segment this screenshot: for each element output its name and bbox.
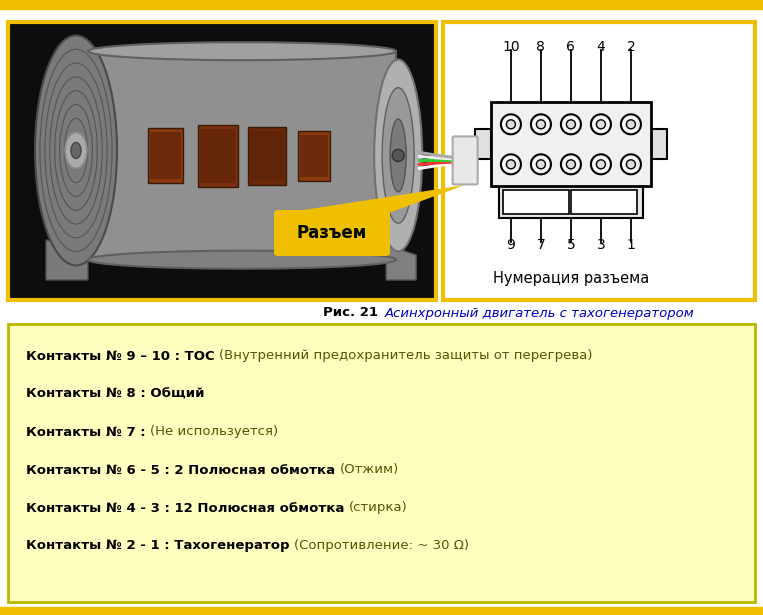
Circle shape <box>597 120 605 129</box>
FancyBboxPatch shape <box>452 137 478 184</box>
Circle shape <box>561 154 581 174</box>
Circle shape <box>597 160 605 169</box>
Bar <box>200 129 236 183</box>
Text: Асинхронный двигатель с тахогенератором: Асинхронный двигатель с тахогенератором <box>385 306 695 320</box>
Circle shape <box>566 120 575 129</box>
Bar <box>491 102 651 186</box>
Text: Контакты № 9 – 10 : ТОС: Контакты № 9 – 10 : ТОС <box>26 349 219 362</box>
Bar <box>69 148 83 164</box>
Circle shape <box>531 114 551 134</box>
Text: 6: 6 <box>566 40 575 54</box>
Bar <box>503 190 569 214</box>
Circle shape <box>507 160 516 169</box>
Ellipse shape <box>35 36 117 266</box>
Bar <box>300 135 328 178</box>
Circle shape <box>591 154 611 174</box>
Polygon shape <box>278 185 465 214</box>
Ellipse shape <box>374 60 422 252</box>
Text: Контакты № 2 - 1 : Тахогенератор: Контакты № 2 - 1 : Тахогенератор <box>26 539 294 552</box>
Text: (Не используется): (Не используется) <box>150 426 278 438</box>
Circle shape <box>626 120 636 129</box>
Text: Контакты № 6 - 5 : 2 Полюсная обмотка: Контакты № 6 - 5 : 2 Полюсная обмотка <box>26 464 340 477</box>
Bar <box>651 129 667 159</box>
Circle shape <box>591 114 611 134</box>
FancyBboxPatch shape <box>8 324 755 602</box>
Circle shape <box>501 114 521 134</box>
Bar <box>250 132 284 181</box>
Circle shape <box>536 120 546 129</box>
Text: 10: 10 <box>502 40 520 54</box>
Circle shape <box>621 154 641 174</box>
Text: Контакты № 7 :: Контакты № 7 : <box>26 426 150 438</box>
Bar <box>88 51 396 260</box>
Bar <box>0 607 763 615</box>
Circle shape <box>501 154 521 174</box>
Text: Разъем: Разъем <box>297 224 367 242</box>
Bar <box>8 22 436 300</box>
Ellipse shape <box>382 88 414 223</box>
Bar <box>248 127 286 186</box>
Ellipse shape <box>88 251 396 269</box>
Circle shape <box>561 114 581 134</box>
Circle shape <box>507 120 516 129</box>
Circle shape <box>531 154 551 174</box>
Text: Контакты № 8 : Общий: Контакты № 8 : Общий <box>26 387 204 400</box>
Text: Контакты № 4 - 3 : 12 Полюсная обмотка: Контакты № 4 - 3 : 12 Полюсная обмотка <box>26 501 349 515</box>
FancyBboxPatch shape <box>274 210 390 256</box>
Polygon shape <box>46 240 88 280</box>
Bar <box>571 190 637 214</box>
Text: 2: 2 <box>626 40 636 54</box>
Text: Рис. 21: Рис. 21 <box>324 306 383 320</box>
Bar <box>443 22 755 300</box>
Bar <box>150 132 181 180</box>
Bar <box>499 186 643 218</box>
Circle shape <box>626 160 636 169</box>
Text: 9: 9 <box>507 238 515 252</box>
Ellipse shape <box>71 143 81 159</box>
Ellipse shape <box>88 42 396 60</box>
Polygon shape <box>386 245 416 280</box>
Text: (Внутренний предохранитель защиты от перегрева): (Внутренний предохранитель защиты от пер… <box>219 349 593 362</box>
Circle shape <box>566 160 575 169</box>
Text: 7: 7 <box>536 238 546 252</box>
Circle shape <box>536 160 546 169</box>
Circle shape <box>621 114 641 134</box>
Ellipse shape <box>390 119 406 192</box>
Text: 3: 3 <box>597 238 605 252</box>
Bar <box>148 129 183 183</box>
Text: (Сопротивление: ~ 30 Ω): (Сопротивление: ~ 30 Ω) <box>294 539 469 552</box>
Text: 5: 5 <box>567 238 575 252</box>
Text: (стирка): (стирка) <box>349 501 407 515</box>
Ellipse shape <box>65 132 87 169</box>
Bar <box>298 132 330 181</box>
Text: 1: 1 <box>626 238 636 252</box>
Text: 4: 4 <box>597 40 605 54</box>
Bar <box>475 129 491 159</box>
Text: Нумерация разъема: Нумерация разъема <box>493 271 649 285</box>
Text: 8: 8 <box>536 40 546 54</box>
Bar <box>0 0 763 9</box>
Text: (Отжим): (Отжим) <box>340 464 399 477</box>
Circle shape <box>392 149 404 162</box>
Bar <box>198 125 238 188</box>
